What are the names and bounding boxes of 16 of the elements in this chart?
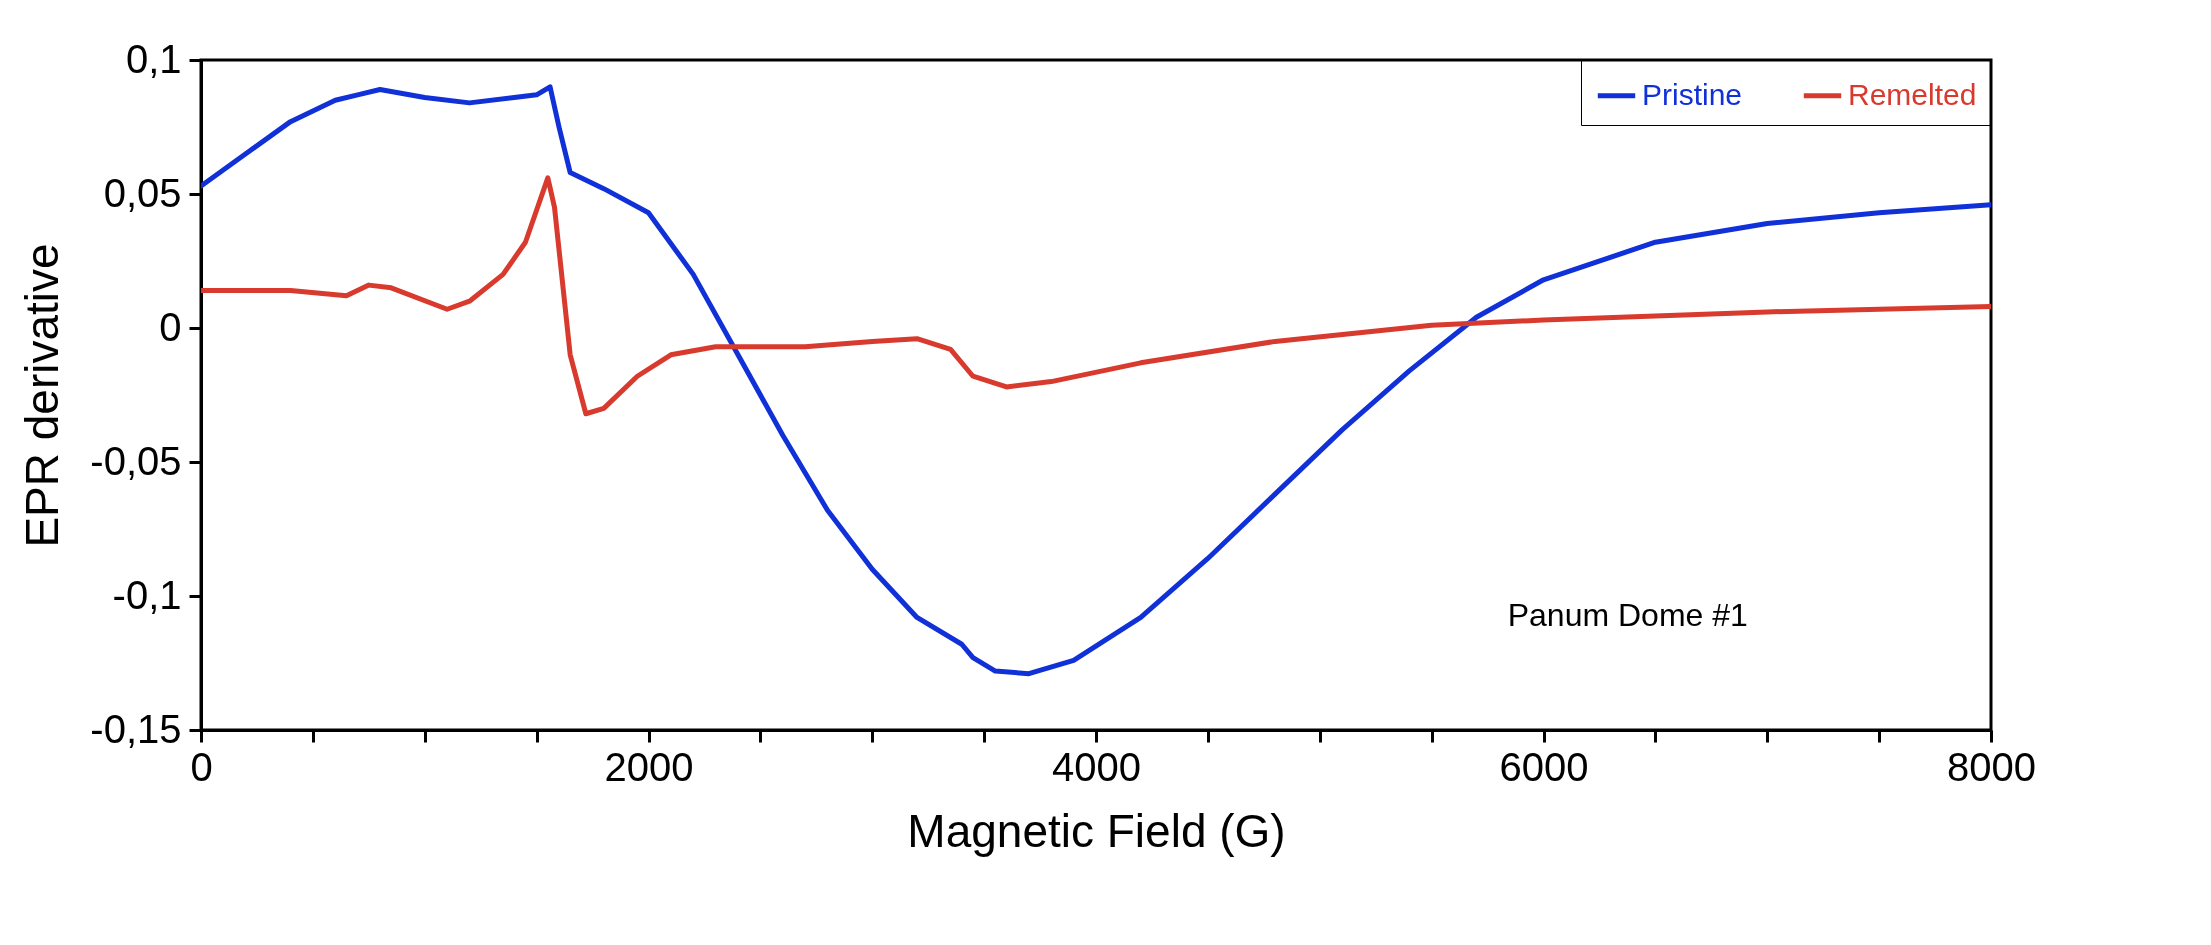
x-tick-label: 6000 (1499, 744, 1589, 789)
y-tick-label: -0,15 (90, 706, 182, 751)
legend-label: Pristine (1642, 77, 1743, 111)
x-tick-label: 4000 (1052, 744, 1141, 789)
legend-label: Remelted (1848, 77, 1977, 111)
y-tick-label: -0,05 (90, 438, 182, 483)
y-tick-label: 0,05 (103, 170, 182, 215)
x-tick-label: 8000 (1947, 744, 2036, 789)
y-tick-label: 0 (159, 304, 182, 349)
y-tick-label: -0,1 (112, 572, 182, 617)
x-tick-label: 2000 (604, 744, 694, 789)
x-tick-label: 0 (190, 744, 213, 789)
annotation: Panum Dome #1 (1507, 597, 1748, 634)
x-axis-title: Magnetic Field (G) (907, 804, 1286, 857)
y-tick-label: 0,1 (125, 36, 182, 81)
y-axis-title: EPR derivative (16, 243, 69, 548)
